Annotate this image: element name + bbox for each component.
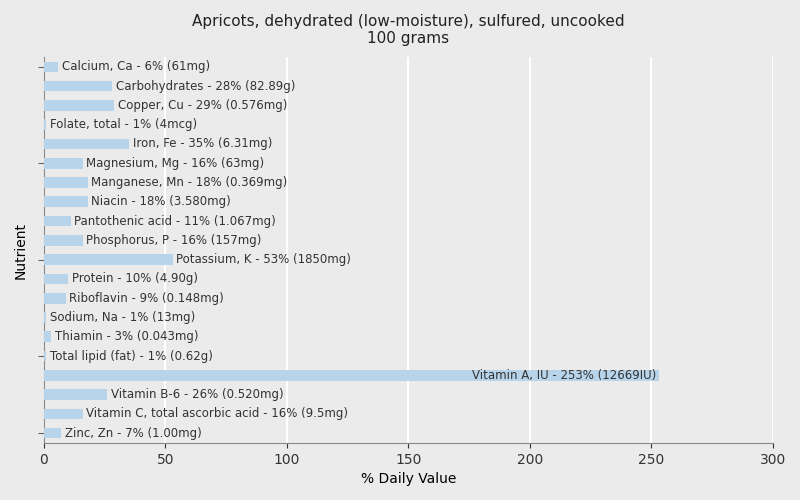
Bar: [44, 408, 82, 419]
Text: Sodium, Na - 1% (13mg): Sodium, Na - 1% (13mg): [50, 311, 195, 324]
Text: Thiamin - 3% (0.043mg): Thiamin - 3% (0.043mg): [54, 330, 198, 344]
Text: Total lipid (fat) - 1% (0.62g): Total lipid (fat) - 1% (0.62g): [50, 350, 213, 362]
Bar: [44, 370, 658, 380]
Bar: [44, 235, 82, 246]
Text: Vitamin B-6 - 26% (0.520mg): Vitamin B-6 - 26% (0.520mg): [110, 388, 283, 401]
Text: Protein - 10% (4.90g): Protein - 10% (4.90g): [72, 272, 198, 285]
Bar: [44, 196, 88, 207]
Bar: [44, 390, 107, 400]
Bar: [44, 120, 46, 130]
Y-axis label: Nutrient: Nutrient: [14, 222, 28, 278]
Bar: [44, 312, 46, 323]
Text: Copper, Cu - 29% (0.576mg): Copper, Cu - 29% (0.576mg): [118, 99, 287, 112]
Text: Phosphorus, P - 16% (157mg): Phosphorus, P - 16% (157mg): [86, 234, 262, 247]
Bar: [44, 254, 173, 265]
Bar: [44, 100, 114, 110]
Bar: [44, 138, 129, 149]
Text: Pantothenic acid - 11% (1.067mg): Pantothenic acid - 11% (1.067mg): [74, 214, 276, 228]
Text: Vitamin C, total ascorbic acid - 16% (9.5mg): Vitamin C, total ascorbic acid - 16% (9.…: [86, 408, 348, 420]
Text: Magnesium, Mg - 16% (63mg): Magnesium, Mg - 16% (63mg): [86, 156, 265, 170]
Text: Iron, Fe - 35% (6.31mg): Iron, Fe - 35% (6.31mg): [133, 138, 272, 150]
Bar: [44, 332, 51, 342]
Bar: [44, 62, 58, 72]
Title: Apricots, dehydrated (low-moisture), sulfured, uncooked
100 grams: Apricots, dehydrated (low-moisture), sul…: [192, 14, 625, 46]
Bar: [44, 274, 68, 284]
Text: Calcium, Ca - 6% (61mg): Calcium, Ca - 6% (61mg): [62, 60, 210, 74]
X-axis label: % Daily Value: % Daily Value: [361, 472, 456, 486]
Bar: [44, 158, 82, 168]
Text: Niacin - 18% (3.580mg): Niacin - 18% (3.580mg): [91, 196, 231, 208]
Text: Carbohydrates - 28% (82.89g): Carbohydrates - 28% (82.89g): [115, 80, 295, 92]
Bar: [44, 216, 70, 226]
Text: Potassium, K - 53% (1850mg): Potassium, K - 53% (1850mg): [176, 253, 351, 266]
Bar: [44, 428, 61, 438]
Text: Folate, total - 1% (4mcg): Folate, total - 1% (4mcg): [50, 118, 197, 131]
Bar: [44, 351, 46, 362]
Bar: [44, 81, 112, 92]
Text: Vitamin A, IU - 253% (12669IU): Vitamin A, IU - 253% (12669IU): [472, 369, 656, 382]
Bar: [44, 177, 88, 188]
Text: Zinc, Zn - 7% (1.00mg): Zinc, Zn - 7% (1.00mg): [65, 426, 202, 440]
Text: Riboflavin - 9% (0.148mg): Riboflavin - 9% (0.148mg): [70, 292, 224, 304]
Text: Manganese, Mn - 18% (0.369mg): Manganese, Mn - 18% (0.369mg): [91, 176, 287, 189]
Bar: [44, 293, 66, 304]
